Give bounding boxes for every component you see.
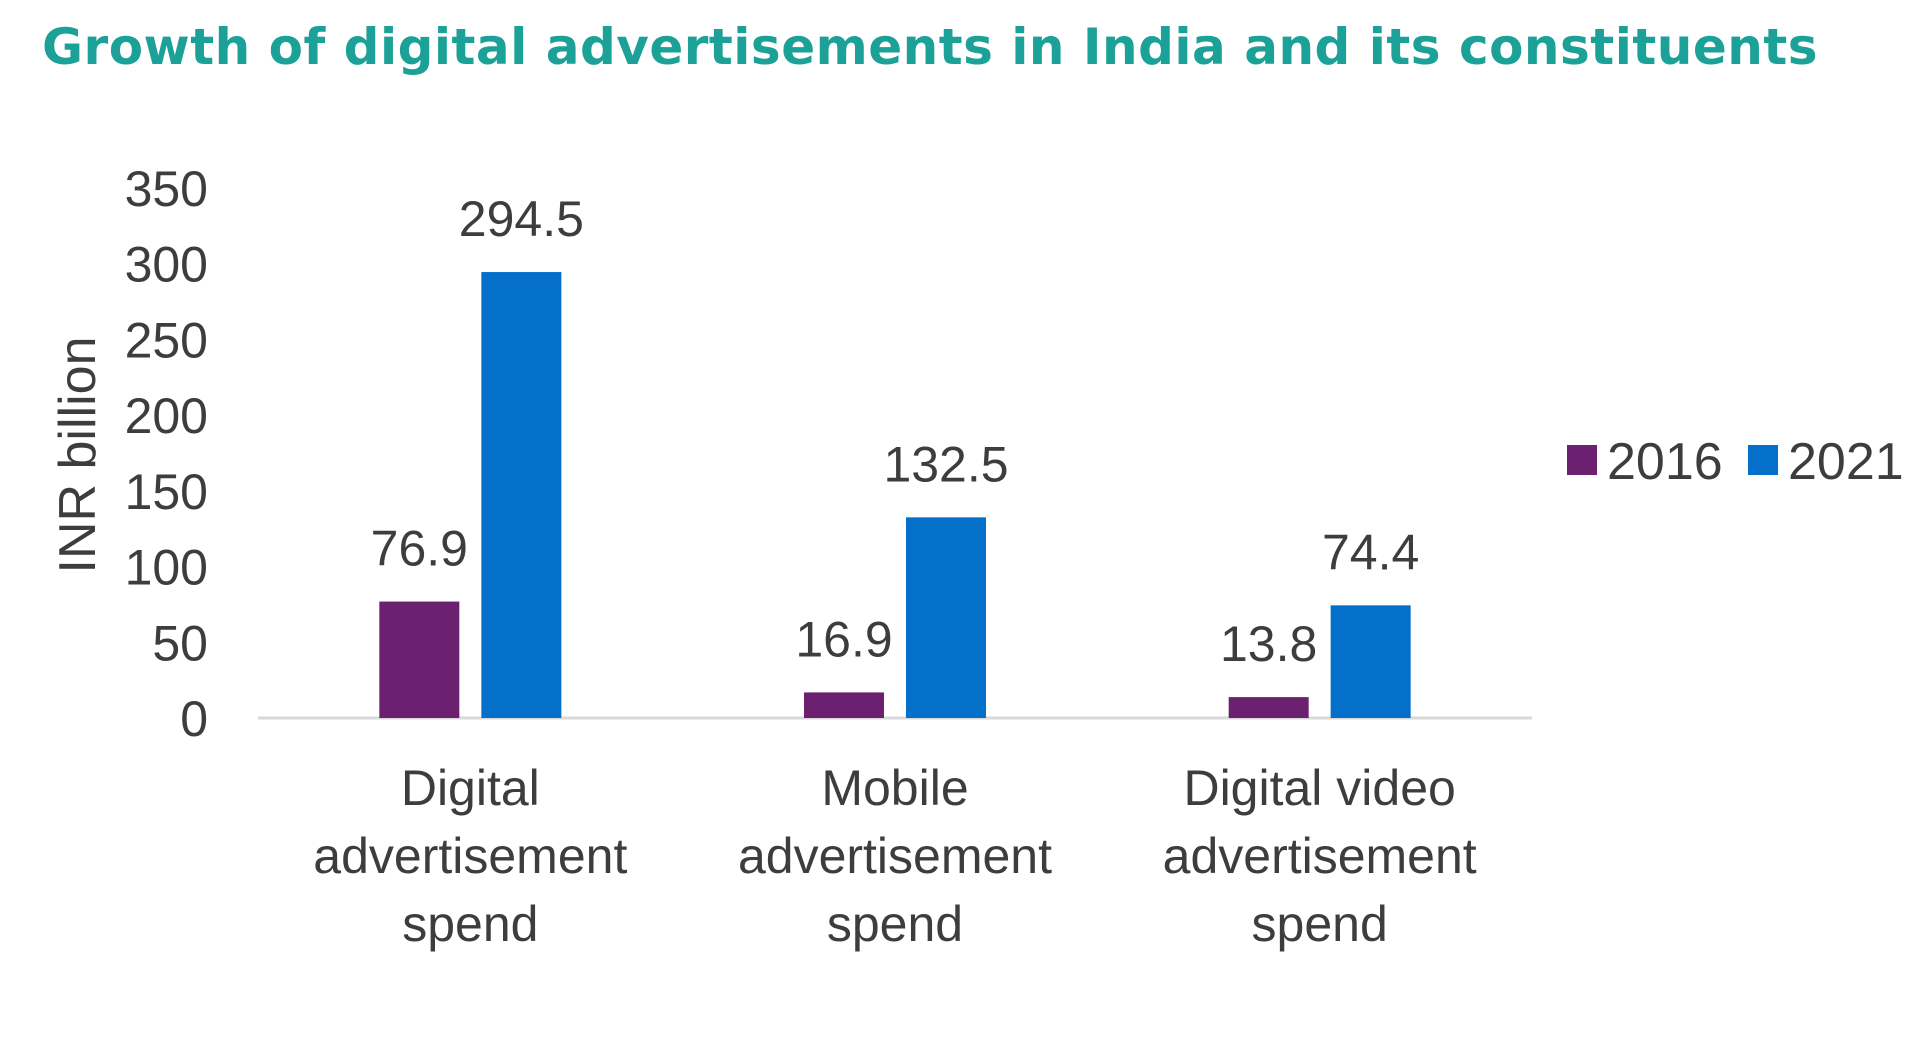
y-tick-label: 350 [125, 161, 208, 217]
category-label: Digital video [1183, 760, 1455, 816]
bar-2016-1 [804, 692, 884, 718]
legend-swatch-2016 [1567, 445, 1597, 475]
y-tick-label: 250 [125, 312, 208, 368]
category-label: spend [827, 896, 963, 952]
category-label: advertisement [1163, 828, 1477, 884]
legend-label: 2016 [1607, 433, 1723, 491]
y-tick-label: 50 [152, 615, 208, 671]
legend-label: 2021 [1788, 433, 1904, 491]
legend: 2016 2021 [1567, 433, 1904, 491]
data-label: 294.5 [459, 191, 584, 247]
legend-swatch-2021 [1748, 445, 1778, 475]
category-label: Mobile [821, 760, 968, 816]
bars [379, 272, 1411, 718]
category-label: spend [1252, 896, 1388, 952]
category-label: Digital [401, 760, 540, 816]
y-tick-label: 200 [125, 388, 208, 444]
y-tick-label: 300 [125, 237, 208, 293]
data-label: 13.8 [1220, 616, 1317, 672]
bar-2016-0 [379, 601, 460, 718]
category-label: advertisement [738, 828, 1052, 884]
y-tick-label: 100 [125, 540, 208, 596]
chart-title: Growth of digital advertisements in Indi… [42, 18, 1818, 76]
y-axis-ticks: 0 50 100 150 200 250 300 350 [125, 161, 208, 747]
category-label: advertisement [313, 828, 627, 884]
bar-2021-2 [1330, 605, 1411, 718]
data-label: 74.4 [1322, 524, 1419, 580]
y-axis-title-group: INR billion [49, 337, 107, 574]
data-labels: 76.9 16.9 13.8 294.5 132.5 74.4 [371, 191, 1420, 672]
y-axis-title: INR billion [49, 337, 107, 574]
bar-2016-2 [1228, 697, 1309, 718]
y-tick-label: 150 [125, 464, 208, 520]
bar-2021-1 [906, 517, 986, 718]
data-label: 132.5 [883, 436, 1008, 492]
y-tick-label: 0 [180, 691, 208, 747]
bar-2021-0 [481, 272, 562, 718]
category-labels: Digital advertisement spend Mobile advertise… [313, 760, 1476, 952]
data-label: 16.9 [795, 611, 892, 667]
data-label: 76.9 [371, 521, 468, 577]
category-label: spend [402, 896, 538, 952]
